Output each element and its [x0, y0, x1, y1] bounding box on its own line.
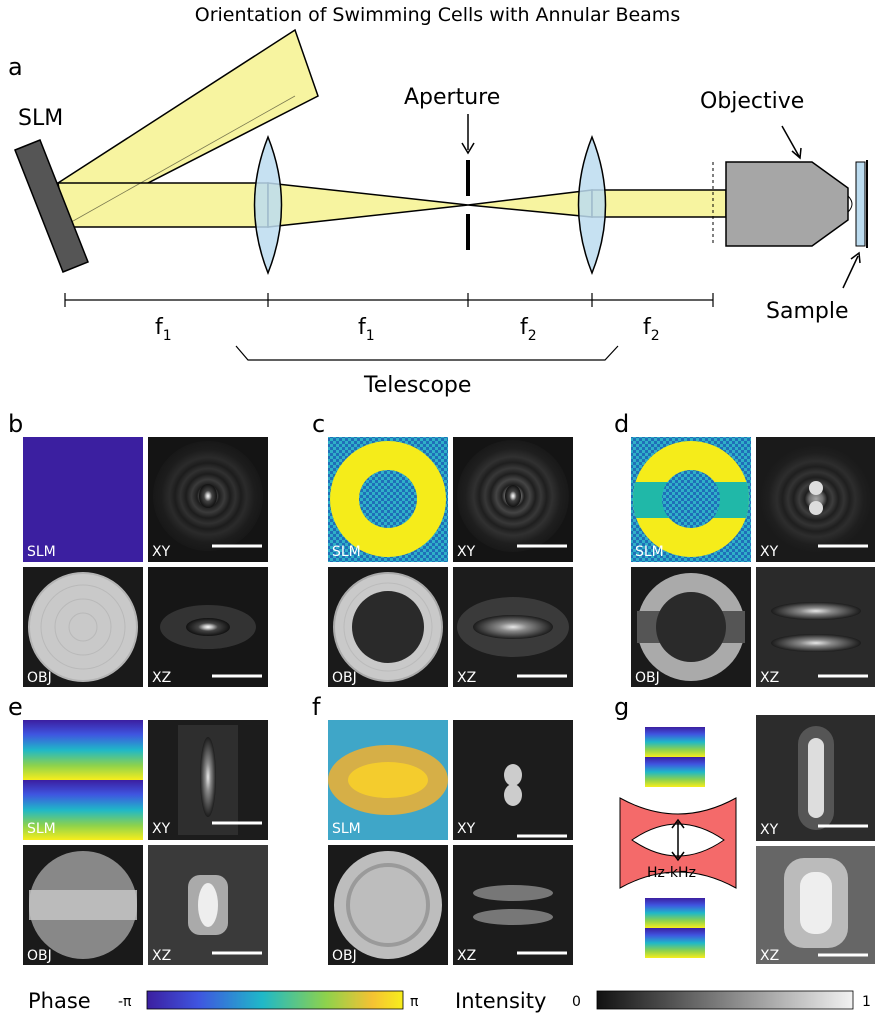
- lens-2: [577, 134, 607, 276]
- panel-e-xy-label: XY: [152, 821, 171, 837]
- intensity-colorbar-label: Intensity: [455, 989, 546, 1013]
- aperture-label: Aperture: [404, 85, 500, 110]
- panel-f-xy-label: XY: [457, 821, 476, 837]
- panel-d-xy-label: XY: [760, 544, 779, 560]
- beam-segment-2: [267, 182, 469, 228]
- telescope-label: Telescope: [363, 373, 471, 398]
- focal-label-2: f1: [358, 315, 375, 344]
- page-title: Orientation of Swimming Cells with Annul…: [194, 4, 681, 26]
- panel-b-xz-label: XZ: [152, 670, 171, 686]
- panel-g-xz-label: XZ: [760, 948, 779, 964]
- sample-arrow: [842, 255, 859, 289]
- phase-colorbar-min: -π: [118, 994, 132, 1010]
- panel-f-xz-label: XZ: [457, 948, 476, 964]
- panel-g-phase-top: [645, 727, 705, 787]
- focal-label-1: f1: [155, 315, 172, 344]
- panel-a-letter: a: [8, 53, 23, 81]
- panel-c-xy-label: XY: [457, 544, 476, 560]
- phase-colorbar-max: π: [410, 994, 419, 1010]
- panel-f: f SLM XY OBJ XZ: [312, 693, 573, 965]
- panel-f-letter: f: [312, 693, 321, 721]
- panel-d-slm-label: SLM: [635, 544, 664, 560]
- panel-b-slm-image: [23, 437, 143, 562]
- panel-d-xz-image: [756, 567, 875, 687]
- panel-e-xz-label: XZ: [152, 948, 171, 964]
- panel-g-freq-label: Hz-kHz: [647, 865, 696, 881]
- panel-b-slm-label: SLM: [27, 544, 56, 560]
- objective-label: Objective: [700, 89, 804, 114]
- panel-b: b SLM XY OBJ XZ: [8, 410, 268, 687]
- panel-b-obj-label: OBJ: [27, 670, 52, 686]
- beam-segment-4: [591, 189, 727, 218]
- phase-colorbar: [146, 990, 404, 1010]
- intensity-colorbar: [596, 990, 854, 1010]
- panel-f-slm-label: SLM: [332, 821, 361, 837]
- sample-label: Sample: [766, 299, 849, 324]
- lens-1: [253, 134, 283, 276]
- slm-device: [14, 139, 89, 273]
- panel-e: e SLM XY OBJ XZ: [8, 693, 268, 965]
- panel-b-xy-label: XY: [152, 544, 171, 560]
- focal-label-3: f2: [520, 315, 537, 344]
- panel-g-xy-label: XY: [760, 822, 779, 838]
- panel-g-letter: g: [614, 693, 629, 721]
- panel-e-letter: e: [8, 693, 23, 721]
- intensity-colorbar-max: 1: [862, 994, 871, 1010]
- beam-segment-1: [57, 182, 269, 228]
- panel-d-obj-label: OBJ: [635, 670, 660, 686]
- focal-label-4: f2: [643, 315, 660, 344]
- slm-label: SLM: [18, 106, 63, 131]
- panel-c-xz-label: XZ: [457, 670, 476, 686]
- panel-f-xz-image: [453, 845, 573, 965]
- beam-segment-3: [467, 189, 593, 218]
- panel-c: c SLM XY OBJ XZ: [312, 410, 573, 687]
- phase-colorbar-label: Phase: [28, 989, 91, 1013]
- panel-c-obj-label: OBJ: [332, 670, 357, 686]
- panel-g: g Hz-kHz XY XZ: [614, 693, 875, 964]
- panel-e-slm-label: SLM: [27, 821, 56, 837]
- objective-arrow: [781, 125, 801, 159]
- panel-b-letter: b: [8, 410, 23, 438]
- panel-d-letter: d: [614, 410, 629, 438]
- panel-g-phase-bottom: [645, 898, 705, 958]
- panel-c-letter: c: [312, 410, 325, 438]
- panel-c-slm-label: SLM: [332, 544, 361, 560]
- panel-d: d SLM XY OBJ XZ: [614, 410, 875, 687]
- panel-e-slm-image: [23, 720, 143, 840]
- panel-e-obj-label: OBJ: [27, 948, 52, 964]
- sample-slide: [855, 161, 866, 247]
- panel-f-obj-label: OBJ: [332, 948, 357, 964]
- panel-d-xz-label: XZ: [760, 670, 779, 686]
- intensity-colorbar-min: 0: [572, 994, 581, 1010]
- telescope-bracket: [235, 345, 619, 361]
- objective-lens: [725, 161, 849, 247]
